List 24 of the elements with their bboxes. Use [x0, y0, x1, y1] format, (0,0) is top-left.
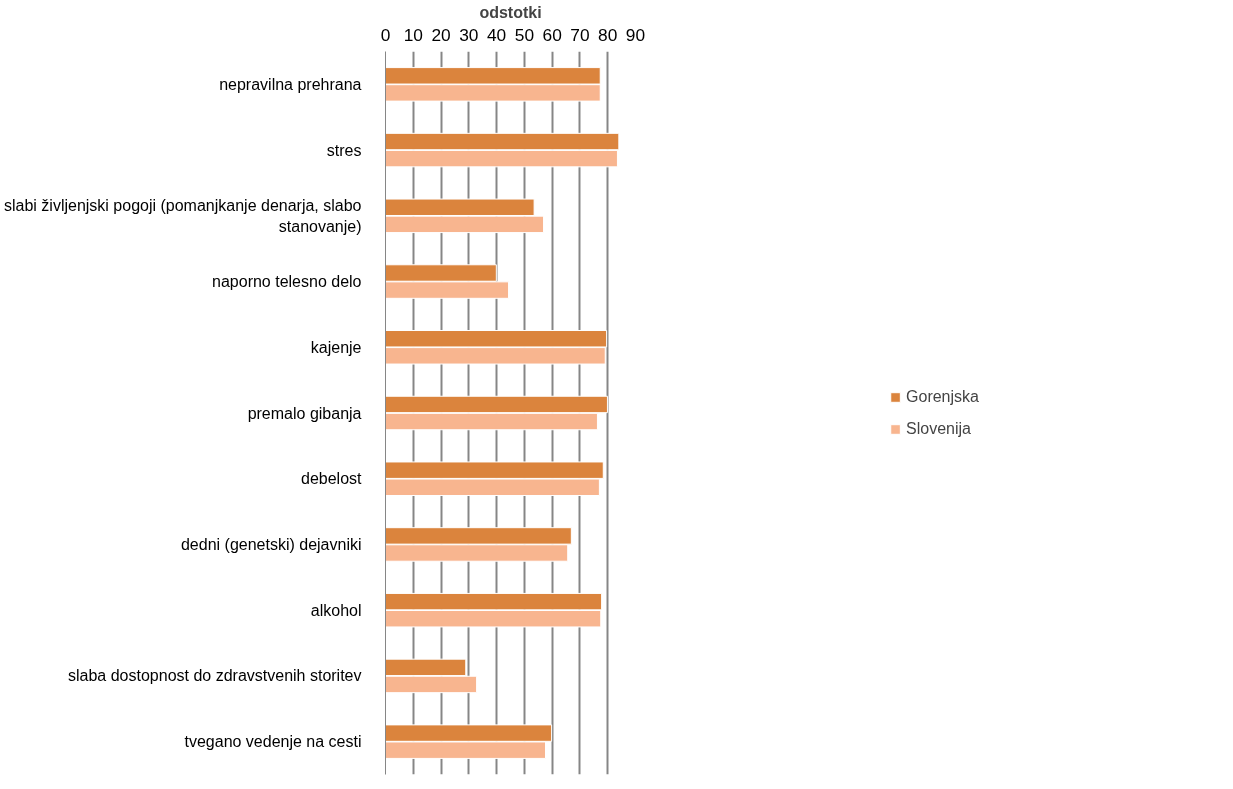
x-tick-label: 70: [570, 24, 590, 45]
y-tick-label: stres: [326, 141, 362, 159]
y-tick-label: nepravilna prehrana: [219, 75, 362, 93]
x-tick-label: 20: [431, 24, 451, 45]
y-tick-label: alkohol: [310, 601, 362, 619]
y-tick-label: naporno telesno delo: [212, 273, 362, 291]
legend-label: Gorenjska: [906, 387, 979, 406]
x-tick-label: 10: [403, 24, 423, 45]
y-tick-label: tvegano vedenje na cesti: [184, 733, 362, 751]
x-tick-label: 30: [459, 24, 479, 45]
y-tick-label: slabi življenjski pogoji (pomanjkanje denarja, slabo stanovanje): [3, 197, 362, 235]
y-tick-label: slaba dostopnost do zdravstvenih storitev: [68, 667, 362, 685]
y-tick-label: premalo gibanja: [247, 404, 362, 422]
x-tick-label: 0: [380, 24, 391, 45]
legend-label: Slovenija: [906, 419, 971, 438]
x-axis-title: odstotki: [479, 3, 542, 21]
y-tick-label: dedni (genetski) dejavniki: [180, 535, 362, 553]
y-tick-label: kajenje: [310, 338, 362, 356]
x-tick-label: 50: [514, 24, 535, 45]
x-tick-label: 80: [598, 24, 618, 45]
x-tick-label: 40: [486, 24, 507, 45]
x-tick-label: 60: [542, 24, 562, 45]
x-tick-label: 90: [625, 24, 646, 45]
y-tick-label: debelost: [301, 470, 363, 488]
